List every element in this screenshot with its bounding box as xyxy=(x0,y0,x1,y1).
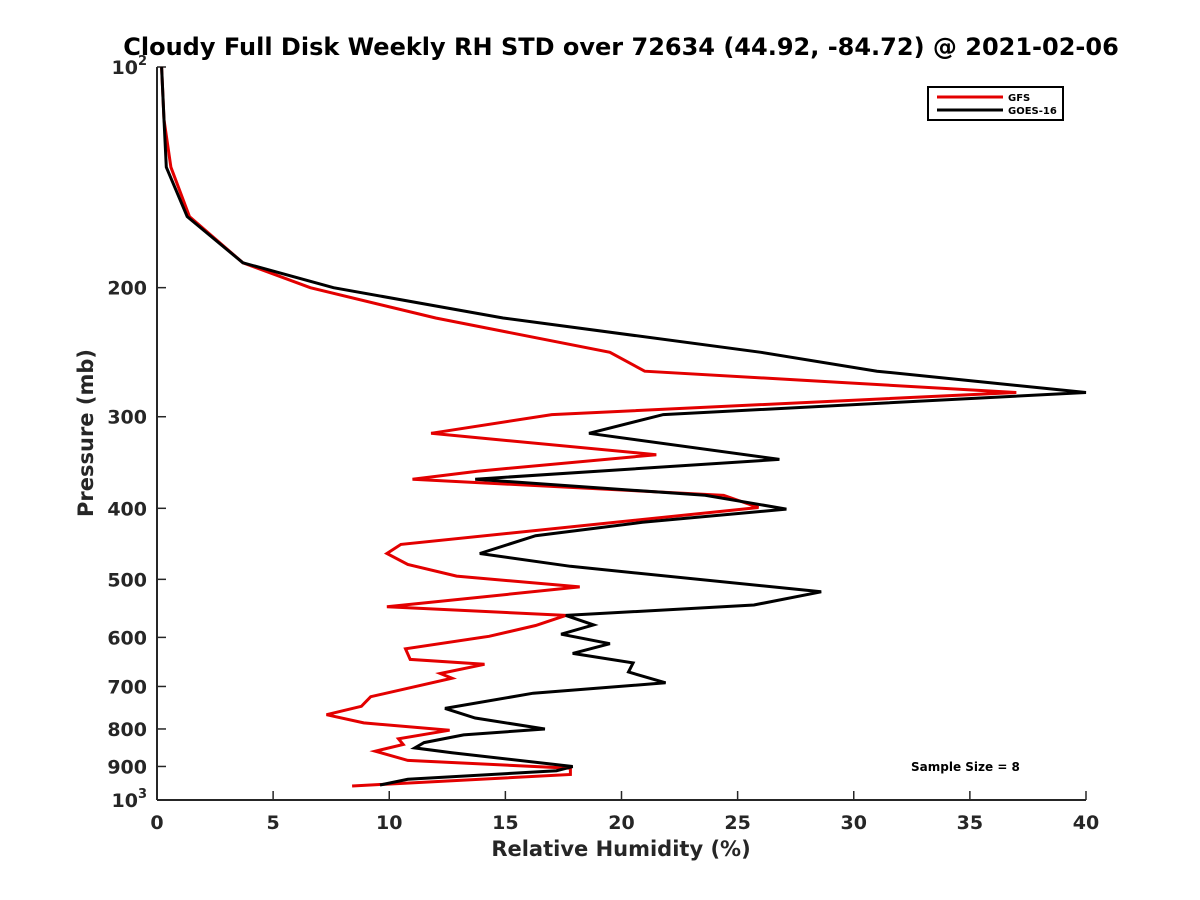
x-tick-label: 20 xyxy=(608,812,634,834)
chart-title: Cloudy Full Disk Weekly RH STD over 7263… xyxy=(123,33,1119,61)
plot-area xyxy=(157,67,1086,800)
legend-label-goes: GOES-16 xyxy=(1008,106,1057,117)
y-tick-label: 800 xyxy=(107,719,147,741)
y-tick-label: 300 xyxy=(107,407,147,429)
x-tick-label: 30 xyxy=(841,812,867,834)
legend-label-gfs: GFS xyxy=(1008,93,1030,104)
x-tick-label: 35 xyxy=(957,812,983,834)
y-tick-label: 900 xyxy=(107,756,147,778)
x-tick-label: 10 xyxy=(376,812,402,834)
legend-box xyxy=(927,86,1064,121)
x-tick-label: 15 xyxy=(492,812,518,834)
x-axis-ticks: 0 5 10 15 20 25 30 35 40 xyxy=(150,791,1099,834)
x-tick-label: 25 xyxy=(724,812,750,834)
y-tick-label: 200 xyxy=(107,278,147,300)
x-axis-label: Relative Humidity (%) xyxy=(491,837,750,861)
x-tick-label: 40 xyxy=(1073,812,1099,834)
y-tick-label: 600 xyxy=(107,627,147,649)
y-tick-label: 102 xyxy=(112,54,148,79)
x-tick-label: 0 xyxy=(150,812,163,834)
y-axis-ticks: 102 200 300 400 500 600 700 800 900 103 xyxy=(107,54,166,812)
y-tick-label: 500 xyxy=(107,569,147,591)
y-axis-label: Pressure (mb) xyxy=(74,349,98,517)
y-tick-label: 700 xyxy=(107,676,147,698)
series-lines xyxy=(160,66,1087,788)
y-tick-label: 103 xyxy=(112,787,148,812)
series-line-gfs xyxy=(160,66,1017,788)
sample-size-annotation: Sample Size = 8 xyxy=(911,760,1020,774)
legend: GFS GOES-16 xyxy=(927,86,1064,121)
x-tick-label: 5 xyxy=(267,812,280,834)
series-line-goes-16 xyxy=(160,66,1087,787)
y-tick-label: 400 xyxy=(107,498,147,520)
